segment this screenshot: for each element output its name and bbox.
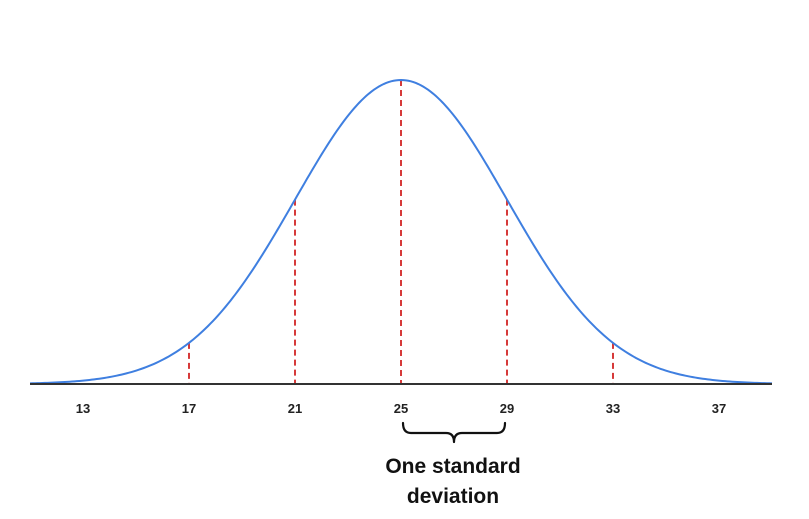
tick-label-17: 17 [182, 401, 196, 416]
annotation-line-1: One standard [385, 455, 521, 478]
tick-label-25: 25 [394, 401, 408, 416]
tick-label-21: 21 [288, 401, 302, 416]
tick-label-33: 33 [606, 401, 620, 416]
annotation-label: One standard deviation [353, 452, 553, 512]
standard-deviation-brace [401, 421, 507, 444]
bell-curve-line [29, 78, 773, 385]
sigma-marker-lines [188, 80, 614, 384]
annotation-line-2: deviation [406, 485, 500, 508]
tick-label-29: 29 [500, 401, 514, 416]
x-axis-tick-labels: 13 17 21 25 29 33 37 [76, 401, 726, 416]
tick-label-13: 13 [76, 401, 90, 416]
tick-label-37: 37 [712, 401, 726, 416]
